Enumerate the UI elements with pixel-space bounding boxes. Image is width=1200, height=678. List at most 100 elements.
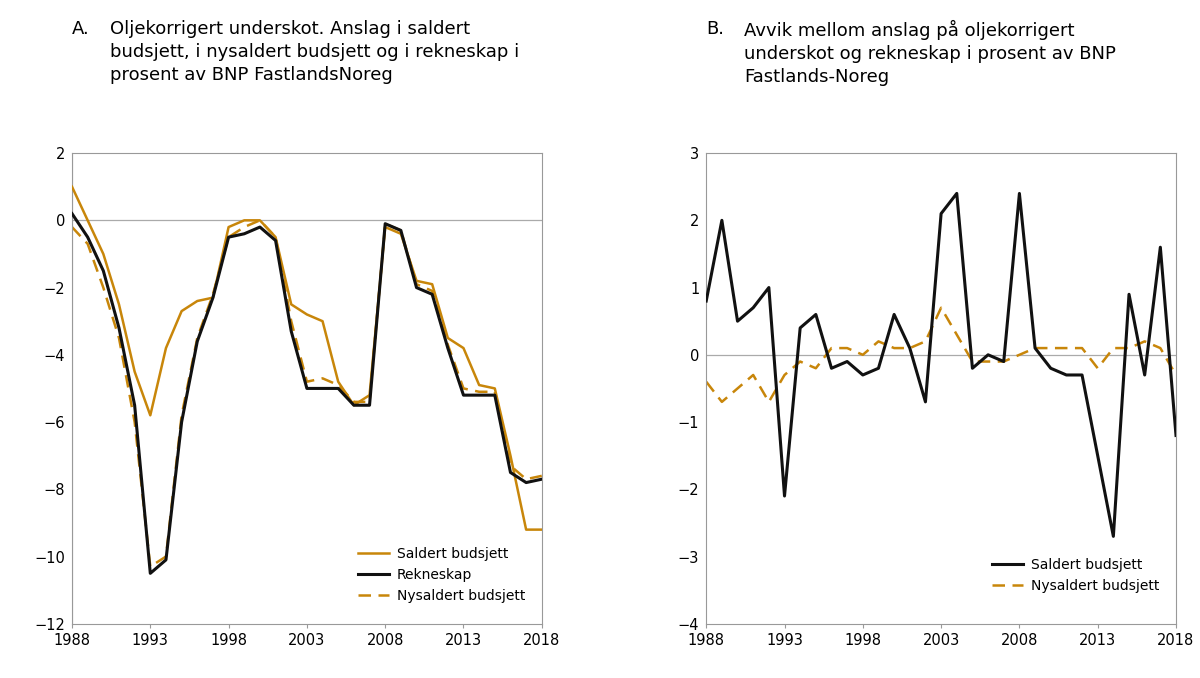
Rekneskap bbox=[503, 468, 517, 477]
Rekneskap bbox=[534, 475, 548, 483]
Rekneskap bbox=[378, 220, 392, 228]
Nysaldert budsjett bbox=[1169, 371, 1183, 379]
Rekneskap bbox=[472, 391, 486, 399]
Rekneskap bbox=[80, 233, 95, 241]
Saldert budsjett bbox=[856, 371, 870, 379]
Saldert budsjett bbox=[715, 216, 730, 224]
Saldert budsjett bbox=[793, 324, 808, 332]
Line: Saldert budsjett: Saldert budsjett bbox=[707, 193, 1176, 536]
Nysaldert budsjett bbox=[112, 334, 126, 342]
Nysaldert budsjett bbox=[487, 388, 502, 396]
Nysaldert budsjett bbox=[1091, 364, 1105, 372]
Saldert budsjett bbox=[534, 525, 548, 534]
Saldert budsjett bbox=[518, 525, 533, 534]
Nysaldert budsjett bbox=[996, 357, 1010, 365]
Line: Nysaldert budsjett: Nysaldert budsjett bbox=[707, 308, 1176, 402]
Rekneskap bbox=[518, 479, 533, 487]
Nysaldert budsjett bbox=[746, 371, 761, 379]
Saldert budsjett bbox=[778, 492, 792, 500]
Saldert budsjett bbox=[362, 391, 377, 399]
Legend: Saldert budsjett, Nysaldert budsjett: Saldert budsjett, Nysaldert budsjett bbox=[992, 559, 1159, 593]
Nysaldert budsjett bbox=[347, 398, 361, 406]
Saldert budsjett bbox=[158, 344, 173, 352]
Nysaldert budsjett bbox=[409, 280, 424, 288]
Saldert budsjett bbox=[409, 277, 424, 285]
Nysaldert budsjett bbox=[887, 344, 901, 352]
Saldert budsjett bbox=[487, 384, 502, 393]
Nysaldert budsjett bbox=[80, 240, 95, 248]
Nysaldert budsjett bbox=[1153, 344, 1168, 352]
Text: A.: A. bbox=[72, 20, 90, 39]
Rekneskap bbox=[331, 384, 346, 393]
Nysaldert budsjett bbox=[965, 357, 979, 365]
Legend: Saldert budsjett, Rekneskap, Nysaldert budsjett: Saldert budsjett, Rekneskap, Nysaldert b… bbox=[358, 546, 526, 603]
Saldert budsjett bbox=[300, 311, 314, 319]
Saldert budsjett bbox=[440, 334, 455, 342]
Saldert budsjett bbox=[1106, 532, 1121, 540]
Saldert budsjett bbox=[934, 210, 948, 218]
Rekneskap bbox=[221, 233, 235, 241]
Nysaldert budsjett bbox=[1028, 344, 1043, 352]
Rekneskap bbox=[174, 418, 188, 426]
Nysaldert budsjett bbox=[1013, 351, 1027, 359]
Saldert budsjett bbox=[965, 364, 979, 372]
Nysaldert budsjett bbox=[362, 398, 377, 406]
Nysaldert budsjett bbox=[284, 317, 299, 325]
Text: B.: B. bbox=[707, 20, 725, 39]
Saldert budsjett bbox=[174, 307, 188, 315]
Nysaldert budsjett bbox=[300, 378, 314, 386]
Nysaldert budsjett bbox=[715, 398, 730, 406]
Saldert budsjett bbox=[112, 300, 126, 308]
Saldert budsjett bbox=[1060, 371, 1074, 379]
Saldert budsjett bbox=[1153, 243, 1168, 252]
Rekneskap bbox=[316, 384, 330, 393]
Saldert budsjett bbox=[871, 364, 886, 372]
Saldert budsjett bbox=[949, 189, 964, 197]
Saldert budsjett bbox=[980, 351, 995, 359]
Nysaldert budsjett bbox=[731, 384, 745, 393]
Rekneskap bbox=[269, 237, 283, 245]
Nysaldert budsjett bbox=[1060, 344, 1074, 352]
Rekneskap bbox=[394, 226, 408, 235]
Saldert budsjett bbox=[731, 317, 745, 325]
Saldert budsjett bbox=[65, 182, 79, 191]
Nysaldert budsjett bbox=[934, 304, 948, 312]
Nysaldert budsjett bbox=[824, 344, 839, 352]
Nysaldert budsjett bbox=[980, 357, 995, 365]
Nysaldert budsjett bbox=[503, 462, 517, 470]
Nysaldert budsjett bbox=[871, 337, 886, 345]
Nysaldert budsjett bbox=[762, 398, 776, 406]
Rekneskap bbox=[300, 384, 314, 393]
Nysaldert budsjett bbox=[809, 364, 823, 372]
Line: Saldert budsjett: Saldert budsjett bbox=[72, 186, 541, 530]
Nysaldert budsjett bbox=[394, 226, 408, 235]
Rekneskap bbox=[143, 570, 157, 578]
Nysaldert budsjett bbox=[127, 418, 142, 426]
Rekneskap bbox=[112, 324, 126, 332]
Nysaldert budsjett bbox=[331, 381, 346, 389]
Nysaldert budsjett bbox=[456, 384, 470, 393]
Nysaldert budsjett bbox=[949, 331, 964, 339]
Saldert budsjett bbox=[1169, 431, 1183, 439]
Saldert budsjett bbox=[809, 311, 823, 319]
Nysaldert budsjett bbox=[440, 340, 455, 348]
Rekneskap bbox=[362, 401, 377, 410]
Saldert budsjett bbox=[253, 216, 268, 224]
Nysaldert budsjett bbox=[856, 351, 870, 359]
Saldert budsjett bbox=[1091, 452, 1105, 460]
Nysaldert budsjett bbox=[253, 216, 268, 224]
Rekneskap bbox=[205, 294, 220, 302]
Nysaldert budsjett bbox=[1044, 344, 1058, 352]
Saldert budsjett bbox=[284, 300, 299, 308]
Saldert budsjett bbox=[96, 250, 110, 258]
Saldert budsjett bbox=[205, 294, 220, 302]
Nysaldert budsjett bbox=[238, 223, 252, 231]
Nysaldert budsjett bbox=[190, 334, 204, 342]
Saldert budsjett bbox=[824, 364, 839, 372]
Nysaldert budsjett bbox=[534, 472, 548, 480]
Saldert budsjett bbox=[746, 304, 761, 312]
Rekneskap bbox=[96, 266, 110, 275]
Saldert budsjett bbox=[472, 381, 486, 389]
Nysaldert budsjett bbox=[1138, 337, 1152, 345]
Saldert budsjett bbox=[762, 283, 776, 292]
